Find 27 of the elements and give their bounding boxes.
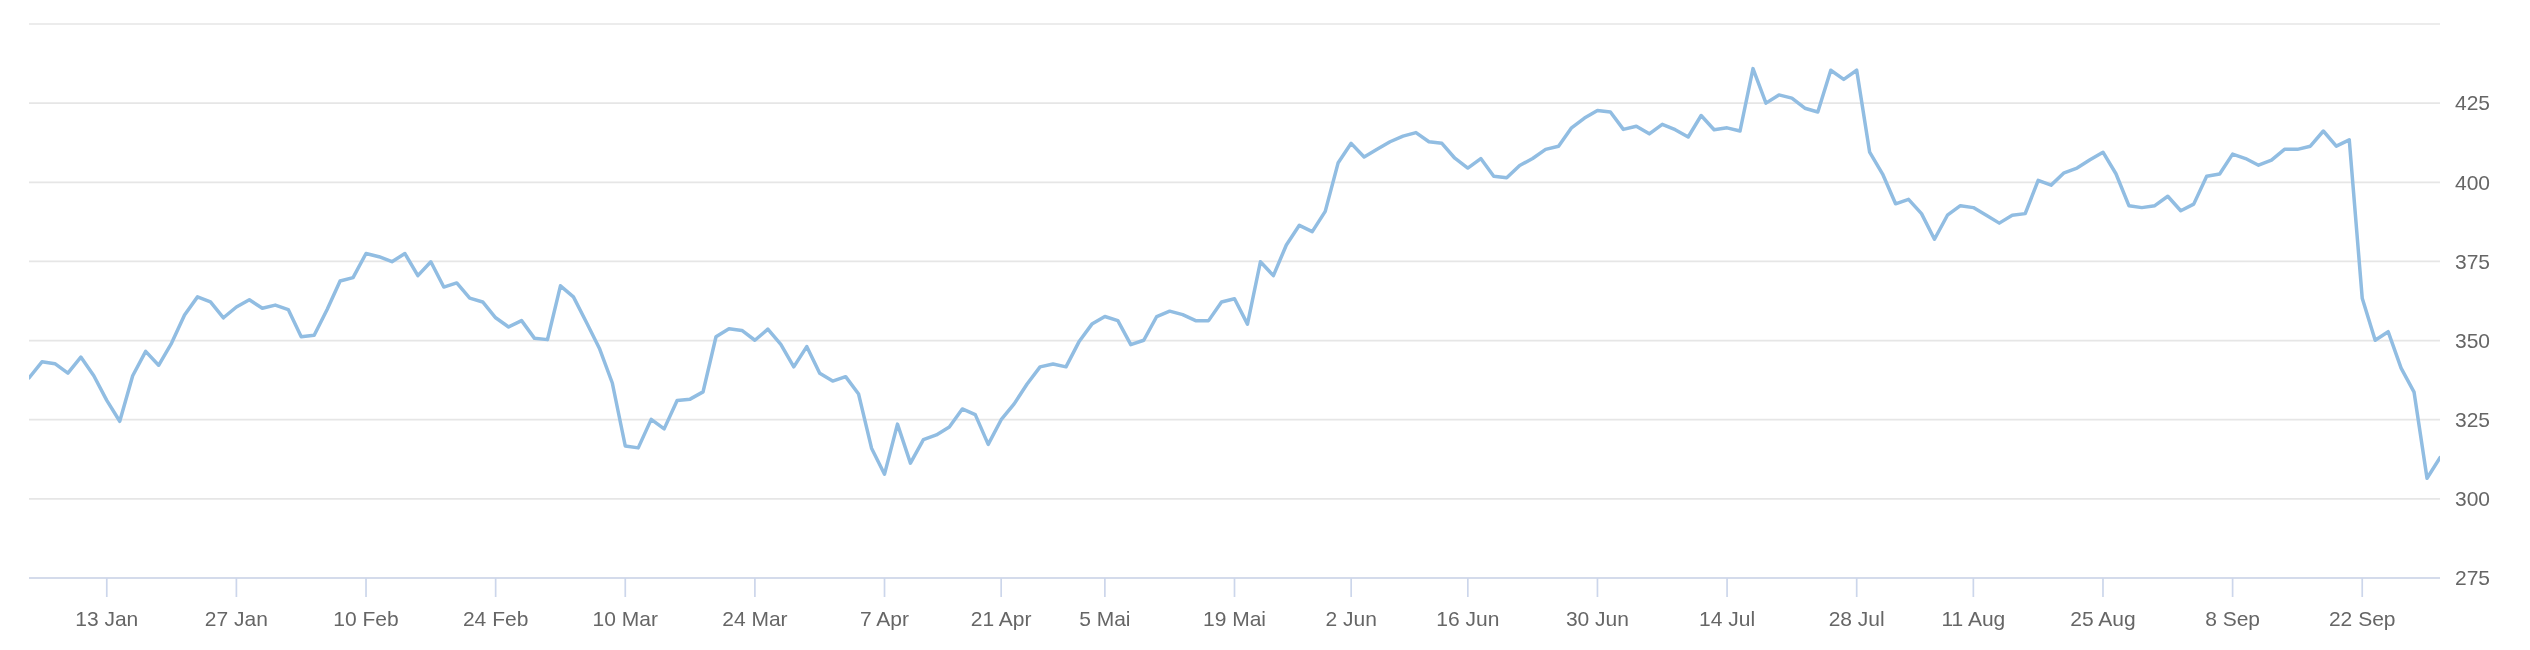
x-tick-label: 25 Aug [2070, 606, 2136, 630]
x-tick-label: 16 Jun [1436, 606, 1500, 630]
x-tick-label: 24 Feb [462, 606, 529, 630]
x-tick-label: 30 Jun [1565, 606, 1629, 630]
x-tick-label: 14 Jul [1699, 606, 1756, 630]
x-tick-label: 2 Jun [1325, 606, 1377, 630]
y-tick-label: 350 [2455, 328, 2491, 352]
x-tick-label: 13 Jan [75, 606, 139, 630]
x-tick-label: 7 Apr [859, 606, 910, 630]
x-tick-label: 8 Sep [2205, 606, 2261, 630]
y-tick-label: 400 [2455, 170, 2491, 194]
y-tick-label: 325 [2455, 408, 2491, 432]
x-tick-label: 22 Sep [2328, 606, 2396, 630]
x-tick-label: 27 Jan [204, 606, 268, 630]
x-tick-label: 10 Mar [592, 606, 658, 630]
y-tick-label: 275 [2455, 566, 2491, 590]
x-tick-label: 11 Aug [1941, 606, 2006, 630]
line-series [29, 66, 2440, 481]
x-tick-label: 24 Mar [722, 606, 788, 630]
x-tick-label: 19 Mai [1202, 606, 1267, 630]
y-tick-label: 375 [2455, 249, 2491, 273]
x-tick-label: 28 Jul [1828, 606, 1885, 630]
x-tick-label: 5 Mai [1079, 606, 1131, 630]
x-tick-label: 10 Feb [333, 606, 399, 630]
y-tick-label: 425 [2455, 91, 2491, 115]
y-tick-label: 300 [2455, 487, 2491, 511]
x-tick-label: 21 Apr [970, 606, 1032, 630]
